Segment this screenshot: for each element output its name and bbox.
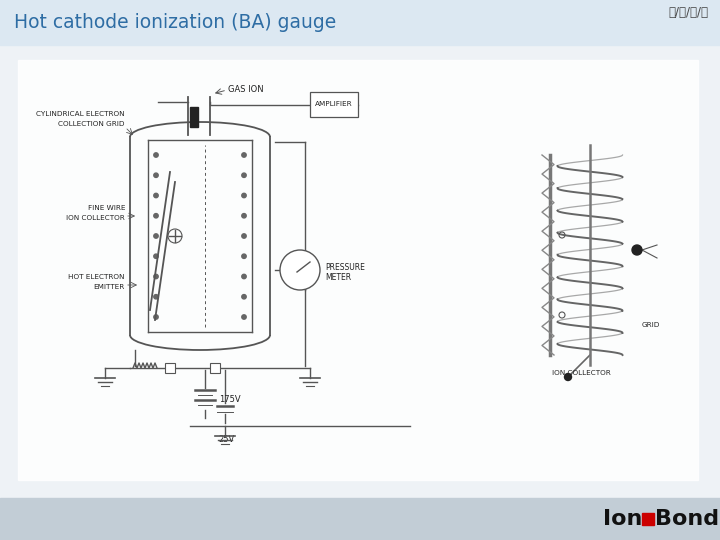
Circle shape [280,250,320,290]
Text: ION COLLECTOR: ION COLLECTOR [66,215,125,221]
Text: EMITTER: EMITTER [94,284,125,290]
Text: COLLECTION GRID: COLLECTION GRID [58,121,125,127]
Circle shape [242,153,246,157]
Circle shape [154,213,158,218]
Text: PRESSURE: PRESSURE [325,262,365,272]
Text: METER: METER [325,273,351,281]
Bar [0,498,720,540]
Text: Bond: Bond [655,509,719,529]
Circle shape [154,315,158,319]
Bar [210,363,220,373]
Bar [310,92,358,117]
Text: Hot cathode ionization (BA) gauge: Hot cathode ionization (BA) gauge [14,14,336,32]
Text: 25V: 25V [219,435,235,444]
Circle shape [154,153,158,157]
Circle shape [632,245,642,255]
Bar [165,363,175,373]
Circle shape [242,213,246,218]
Text: AMPLIFIER: AMPLIFIER [315,102,353,107]
Circle shape [242,294,246,299]
Bar [0,45,720,498]
Circle shape [154,274,158,279]
Circle shape [242,193,246,198]
Text: CYLINDRICAL ELECTRON: CYLINDRICAL ELECTRON [37,111,125,117]
Circle shape [242,315,246,319]
Bar [642,513,654,525]
Circle shape [154,234,158,238]
Circle shape [154,294,158,299]
Circle shape [564,374,572,381]
Text: 진/공/개/요: 진/공/개/요 [668,6,708,19]
Bar [18,60,698,480]
Text: Ion: Ion [603,509,642,529]
Text: GAS ION: GAS ION [228,85,264,94]
Text: 175V: 175V [219,395,240,404]
Text: HOT ELECTRON: HOT ELECTRON [68,274,125,280]
Bar [0,0,720,45]
Circle shape [154,254,158,259]
Bar [190,107,198,127]
Circle shape [154,193,158,198]
Circle shape [242,234,246,238]
Text: ION COLLECTOR: ION COLLECTOR [552,370,611,376]
Text: FINE WIRE: FINE WIRE [88,205,125,211]
Circle shape [242,274,246,279]
Circle shape [242,254,246,259]
Circle shape [242,173,246,178]
Text: GRID: GRID [642,322,660,328]
Circle shape [154,173,158,178]
